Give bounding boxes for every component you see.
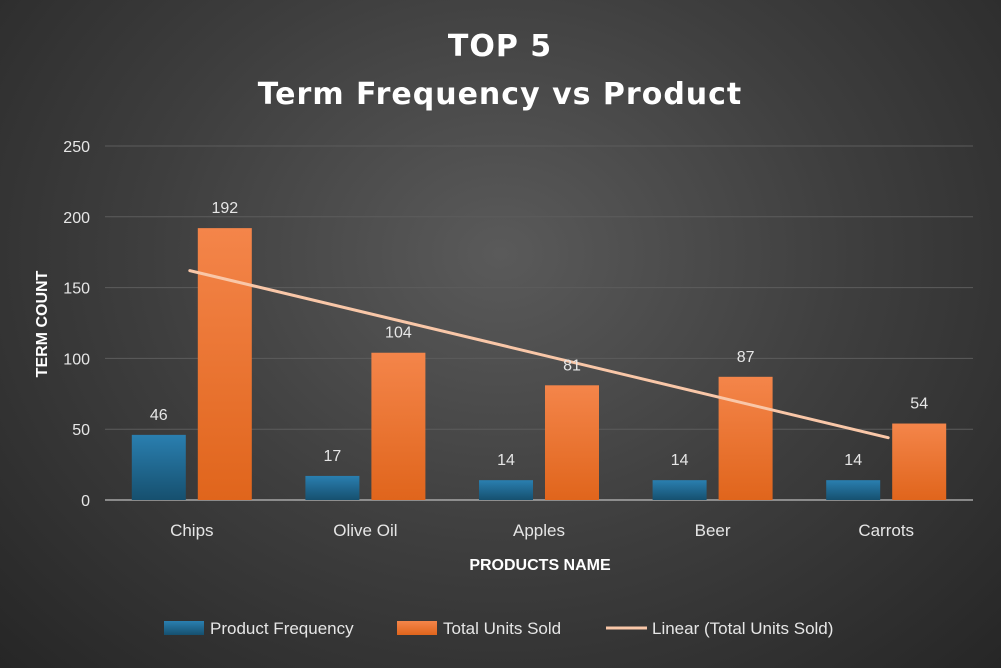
trendline <box>188 269 890 440</box>
legend-swatch-total-units-sold <box>397 621 437 635</box>
chart-title-line-1: TOP 5 <box>448 29 552 64</box>
legend-label-total-units-sold: Total Units Sold <box>443 619 561 638</box>
y-axis-title: TERM COUNT <box>34 270 51 377</box>
x-axis-title: PRODUCTS NAME <box>469 557 611 574</box>
data-label: 81 <box>563 357 581 374</box>
legend-swatch-product-frequency <box>164 621 204 635</box>
y-tick-label: 200 <box>63 210 90 227</box>
data-label: 104 <box>385 325 412 342</box>
data-label: 17 <box>324 448 342 465</box>
x-tick-label: Olive Oil <box>333 521 397 540</box>
data-label: 14 <box>844 452 862 469</box>
trendline-layer <box>188 269 890 440</box>
bar-total-units-sold <box>718 376 773 500</box>
bar-total-units-sold <box>371 352 426 500</box>
bar-product-frequency <box>652 480 707 500</box>
y-tick-label: 250 <box>63 139 90 156</box>
x-tick-label: Chips <box>170 521 213 540</box>
data-labels: Chips 46 192 Olive Oil 17 104 Apples 14 81 Beer 14… <box>150 200 928 540</box>
y-tick-label: 150 <box>63 281 90 298</box>
bar-total-units-sold <box>545 385 599 500</box>
y-tick-label: 50 <box>72 422 90 439</box>
bar-product-frequency <box>826 480 881 500</box>
legend-label-trendline: Linear (Total Units Sold) <box>652 619 833 638</box>
chart-title-line-2: Term Frequency vs Product <box>258 77 743 112</box>
bar-product-frequency <box>305 475 360 500</box>
y-tick-label: 100 <box>63 351 90 368</box>
bar-total-units-sold <box>892 423 947 500</box>
x-tick-label: Beer <box>695 521 731 540</box>
data-label: 192 <box>211 200 238 217</box>
legend-label-product-frequency: Product Frequency <box>210 619 354 638</box>
y-tick-label: 0 <box>81 493 90 510</box>
legend: Product Frequency Total Units Sold Linear … <box>164 619 833 638</box>
x-tick-label: Apples <box>513 521 565 540</box>
bar-product-frequency <box>479 480 533 500</box>
data-label: 46 <box>150 407 168 424</box>
bar-product-frequency <box>131 434 186 500</box>
x-tick-label: Carrots <box>858 521 914 540</box>
data-label: 14 <box>497 452 515 469</box>
data-label: 14 <box>671 452 689 469</box>
data-label: 54 <box>910 396 928 413</box>
data-label: 87 <box>737 349 755 366</box>
bars <box>131 228 947 501</box>
bar-total-units-sold <box>197 228 252 501</box>
